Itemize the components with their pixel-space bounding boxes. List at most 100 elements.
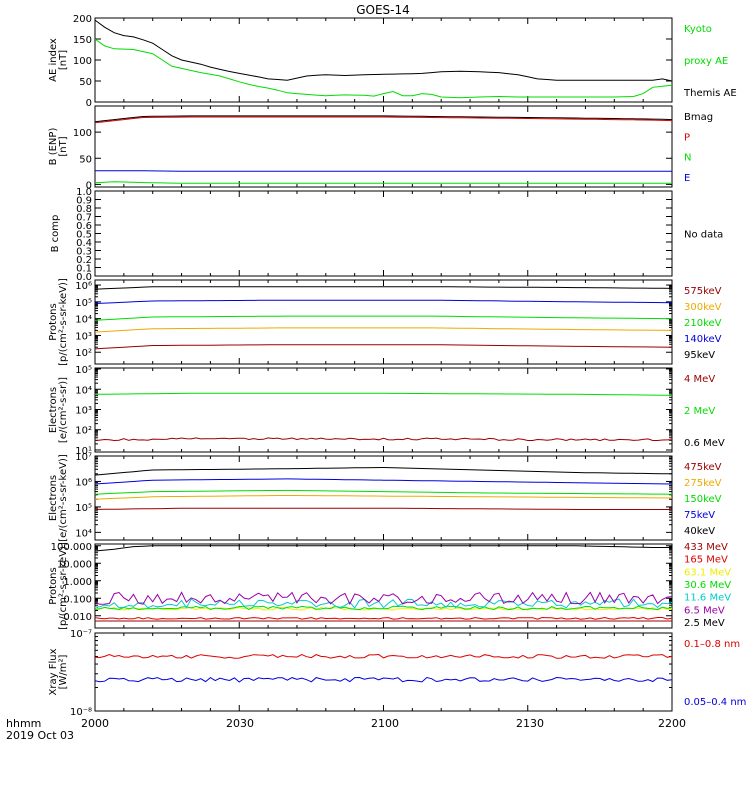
y-tick-label: 10³ [75,331,92,342]
series-line [94,466,673,476]
legend-label: 140keV [684,334,722,345]
panel-b_enp: 0 50 100 B (ENP)[nT] Bmag PNE [48,105,713,191]
y-tick-label: 0.1 [76,264,92,275]
series-line [94,38,673,99]
series-line [94,315,672,321]
legend-label: 2 MeV [684,406,715,417]
legend-label: 30.6 MeV [684,580,731,591]
y-tick-label: 0.0 [76,272,92,283]
panel-b_comp: 0.00.10.20.30.40.50.60.70.80.91.0 B comp N… [50,187,723,283]
time-tick-label: 2100 [371,717,399,730]
legend-label: P [684,132,690,143]
y-tick-label: 100 [73,128,92,139]
legend-label: N [684,153,691,164]
y-axis-title-line: [p/(cm²-s-sr-keV)] [58,542,69,630]
series-line [94,507,672,510]
y-tick-label: 0 [86,180,92,191]
y-axis-title: Xray Flux[W/m²] [48,648,69,695]
legend-label: No data [684,230,723,241]
y-tick-label: 10⁻⁸ [70,707,92,718]
y-tick-label: 10⁶ [75,477,92,488]
series-line [94,286,673,290]
legend-label: 6.5 MeV [684,605,725,616]
y-axis-title-line: [W/m²] [58,654,69,689]
y-tick-label: 10⁷ [75,452,92,463]
y-tick-label: 0.4 [76,238,92,249]
series-line [95,170,672,172]
y-tick-label: 10⁴ [75,528,92,539]
panel-frame [94,455,673,541]
legend-label: Bmag [684,112,713,123]
series-line [94,392,673,396]
y-tick-label: 0 [86,98,92,109]
y-tick-label: 1.0 [76,187,92,198]
series-line [94,591,673,606]
time-unit-label: hhmm [6,717,41,730]
series-line [94,299,673,304]
y-axis-title: Protons[p/(cm²-s-sr-keV)] [48,278,69,366]
legend-label: Themis AE [683,88,737,99]
panel-frame [94,279,673,365]
series-line [94,653,673,659]
y-tick-label: 0.9 [76,196,92,207]
y-axis-title: Protons[p/(cm²-s-sr-keV)] [48,542,69,630]
y-tick-label: 150 [73,35,92,46]
legend-label: 150keV [684,494,722,505]
y-tick-label: 0.010 [63,612,92,623]
legend-label: 2.5 MeV [684,618,725,629]
time-tick-label: 2200 [658,717,686,730]
series-line [94,676,673,683]
y-tick-label: 10⁵ [75,365,92,376]
y-tick-label: 100.000 [51,542,92,553]
y-axis-title: Electrons[e/(cm²-s-sr)] [48,377,69,443]
y-tick-label: 10² [75,426,92,437]
series-line [94,616,673,620]
y-axis-title-line: [nT] [58,136,69,156]
legend-label: 210keV [684,318,722,329]
y-axis-title-line: [e/(cm²-s-sr)] [58,377,69,443]
y-axis-title-line: B comp [50,215,61,253]
series-line [94,181,672,184]
y-tick-label: 100 [73,56,92,67]
series-line [94,495,673,500]
panel-frame [94,190,673,277]
time-axis: 2000 2030 2100 2130 2200 hhmm 2019 Oct 0… [6,717,686,742]
legend-label: 40keV [684,526,715,537]
y-tick-label: 10⁵ [75,298,92,309]
y-tick-label: 10⁶ [75,281,92,292]
legend-label: 0.6 MeV [684,438,725,449]
y-tick-label: 10¹ [75,446,92,457]
y-axis-title-line: AE index [48,38,59,82]
y-tick-label: 200 [73,14,92,25]
legend-label: 11.6 MeV [684,593,731,604]
legend-label: 0.05–0.4 nm [684,697,746,708]
time-tick-label: 2030 [226,717,254,730]
y-axis-title-line: [p/(cm²-s-sr-keV)] [58,278,69,366]
series-line [94,437,673,442]
y-axis-title-line: Xray Flux [48,648,59,695]
y-tick-label: 0.5 [76,230,92,241]
legend-label: 75keV [684,510,715,521]
y-tick-label: 0.3 [76,247,92,258]
y-tick-label: 1.000 [63,577,92,588]
panel-protons_low: 10² 10³ 10⁴ 10⁵ 10⁶ Protons[p/(cm²-s-sr-keV)]… [48,278,722,366]
y-axis-title-line: Protons [48,303,59,340]
series-line [94,115,673,123]
panel-electrons_kev: 10⁴ 10⁵ 10⁶ 10⁷ Electrons[e/(cm²-s-sr-keV)] 4… [48,452,722,542]
panel-frame [94,632,673,712]
legend-label: 0.1–0.8 nm [684,639,740,650]
legend-label: 575keV [684,286,722,297]
legend-label: 4 MeV [684,374,715,385]
y-tick-label: 10⁵ [75,503,92,514]
y-axis-title: AE index[nT] [48,38,69,82]
legend-label: 63.1 MeV [684,567,731,578]
y-axis-title-line: Electrons [48,475,59,521]
y-tick-label: 50 [79,77,92,88]
series-line [94,598,673,609]
series-line [94,344,673,350]
legend-label: 275keV [684,478,722,489]
series-line [94,19,673,82]
